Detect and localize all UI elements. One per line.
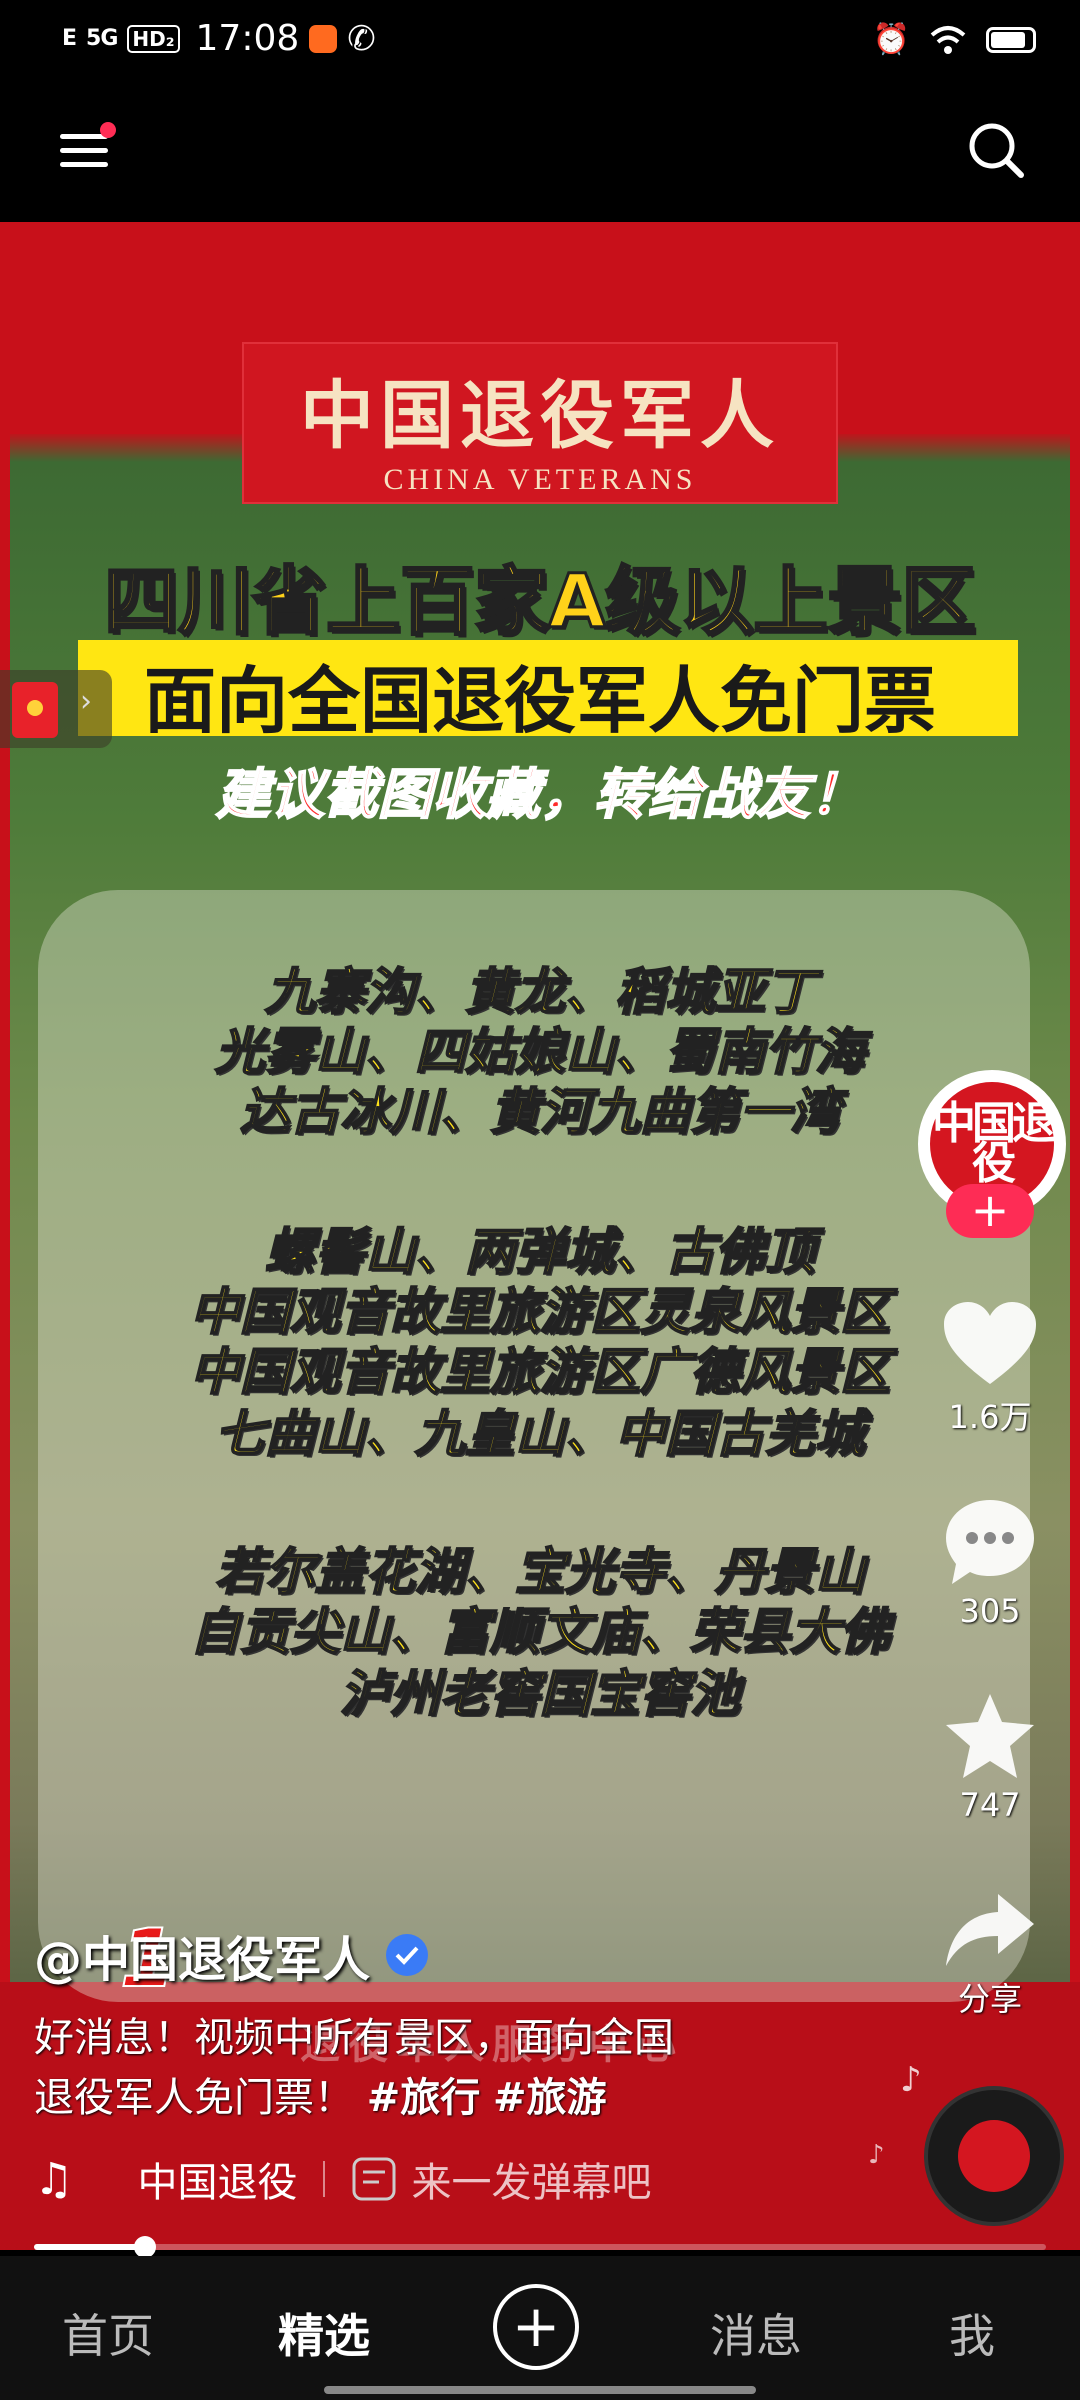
- music-note-icon: ♫: [34, 2153, 74, 2205]
- status-right: ⏰: [873, 22, 1036, 57]
- signal-5g-icon: 5G: [86, 26, 118, 51]
- music-disc-cover: [958, 2120, 1030, 2192]
- video-caption[interactable]: 好消息！视频中所有景区，面向全国 退役军人免门票！ #旅行 #旅游: [34, 2008, 854, 2128]
- menu-icon[interactable]: [60, 122, 116, 174]
- share-label: 分享: [957, 1980, 1022, 2018]
- progress-fill: [34, 2244, 146, 2250]
- danmu-input[interactable]: 来一发弹幕吧: [411, 2160, 652, 2206]
- like-count: 1.6万: [948, 1398, 1032, 1436]
- create-button[interactable]: +: [493, 2284, 579, 2370]
- home-indicator: [324, 2386, 756, 2394]
- author-avatar[interactable]: 中国退役: [918, 1070, 1066, 1218]
- scenic-list-line: 若尔盖花湖、宝光寺、丹景山: [214, 1542, 866, 1602]
- music-note-icon: ♪: [900, 2060, 922, 2100]
- danmu-icon: [352, 2157, 396, 2201]
- scenic-list-line: 中国观音故里旅游区灵泉风景区: [189, 1282, 891, 1342]
- music-note-icon: ♪: [868, 2140, 885, 2170]
- app-notification-icon: [309, 24, 338, 53]
- page-number: 1: [119, 1911, 177, 2006]
- favorite-button[interactable]: 747: [930, 1690, 1050, 1824]
- tab-home[interactable]: 首页: [62, 2309, 154, 2363]
- progress-knob[interactable]: [134, 2236, 157, 2258]
- share-icon: [946, 1894, 1034, 1966]
- list-panel: [38, 890, 1030, 2002]
- scenic-list-line: 七曲山、九皇山、中国古羌城: [214, 1404, 866, 1464]
- music-disc[interactable]: [924, 2086, 1064, 2226]
- headline-2: 面向全国退役军人免门票: [143, 659, 936, 743]
- search-icon[interactable]: [966, 120, 1026, 180]
- heart-icon: [944, 1302, 1036, 1384]
- red-packet-icon[interactable]: [12, 682, 58, 738]
- scenic-list-line: 九寨沟、黄龙、稻城亚丁: [264, 962, 816, 1022]
- hashtag-tourism[interactable]: #旅游: [492, 2075, 607, 2121]
- author-handle[interactable]: @中国退役军人: [34, 1932, 371, 1988]
- favorite-count: 747: [959, 1786, 1021, 1824]
- scenic-list-line: 泸州老窖国宝窖池: [339, 1664, 741, 1724]
- video-footer-watermark: 退役军人服务中心: [300, 2022, 684, 2068]
- music-title[interactable]: 中国退役: [137, 2160, 298, 2206]
- tab-messages[interactable]: 消息: [710, 2309, 802, 2363]
- video-frame-right: [1070, 434, 1080, 2204]
- signal-icon: E: [62, 26, 77, 51]
- caption-line-2: 退役军人免门票！ #旅行 #旅游: [34, 2068, 854, 2128]
- video-player[interactable]: 中国退役军人 CHINA VETERANS 四川省上百家A级以上景区 面向全国退…: [0, 222, 1080, 2250]
- hd-voice-icon: HD₂: [127, 24, 180, 53]
- video-red-footer: [0, 1982, 1080, 2250]
- alarm-icon: ⏰: [872, 22, 910, 57]
- battery-icon: [986, 26, 1036, 53]
- video-progress-bar[interactable]: [34, 2236, 1046, 2258]
- hashtag-travel[interactable]: #旅行: [366, 2075, 481, 2121]
- verified-icon: [386, 1934, 429, 1976]
- author-name[interactable]: @中国退役军人: [34, 1920, 429, 1990]
- tab-featured[interactable]: 精选: [278, 2309, 370, 2363]
- comment-icon: [946, 1500, 1034, 1584]
- divider: [323, 2161, 326, 2197]
- phone-icon: ✆: [347, 18, 376, 59]
- follow-button[interactable]: +: [946, 1184, 1034, 1238]
- comment-count: 305: [959, 1592, 1021, 1630]
- chevron-right-icon: ›: [80, 684, 92, 719]
- headline-3: 建议截图收藏，转给战友！: [215, 762, 865, 827]
- caption-text: 退役军人免门票！: [34, 2075, 354, 2121]
- like-button[interactable]: 1.6万: [930, 1300, 1050, 1438]
- headline-2-highlight: [78, 640, 1018, 736]
- bottom-nav: 首页 精选 + 消息 我: [0, 2256, 1080, 2400]
- logo-chinese: 中国退役军人: [300, 373, 780, 459]
- music-row: ♫ 中国退役 来一发弹幕吧: [34, 2150, 651, 2208]
- status-left: E 5G HD₂ 17:08 ✆: [62, 18, 376, 59]
- comment-button[interactable]: 305: [930, 1496, 1050, 1630]
- avatar-logo: 中国退役: [930, 1082, 1056, 1206]
- scenic-list-line: 螺髻山、两弹城、古佛顶: [264, 1222, 816, 1282]
- star-icon: [946, 1694, 1034, 1778]
- logo-english: CHINA VETERANS: [383, 463, 697, 496]
- wifi-icon: [930, 25, 966, 54]
- top-nav: [0, 86, 1080, 222]
- notification-dot: [100, 122, 116, 138]
- video-logo: 中国退役军人 CHINA VETERANS: [242, 342, 838, 504]
- status-bar: E 5G HD₂ 17:08 ✆ ⏰: [0, 0, 1080, 86]
- tab-me[interactable]: 我: [949, 2309, 995, 2363]
- caption-line-1: 好消息！视频中所有景区，面向全国: [34, 2015, 674, 2061]
- scenic-list-line: 自贡尖山、富顺文庙、荣县大佛: [189, 1602, 891, 1662]
- headline-1: 四川省上百家A级以上景区: [103, 558, 977, 647]
- scenic-list-line: 中国观音故里旅游区广德风景区: [189, 1342, 891, 1402]
- share-button[interactable]: 分享: [930, 1890, 1050, 2020]
- scenic-list-line: 达古冰川、黄河九曲第一湾: [239, 1082, 841, 1142]
- video-frame-left: [0, 434, 10, 2204]
- status-time: 17:08: [195, 18, 300, 59]
- scenic-list-line: 光雾山、四姑娘山、蜀南竹海: [214, 1022, 866, 1082]
